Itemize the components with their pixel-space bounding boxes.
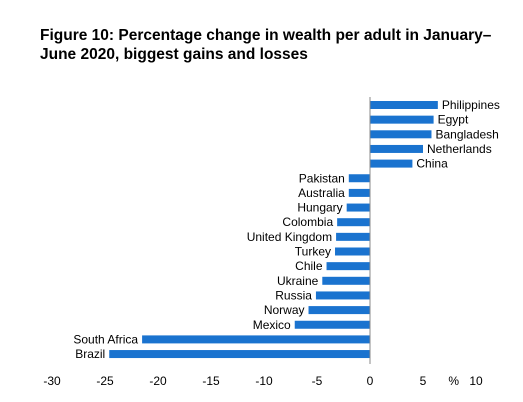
category-label-united-kingdom: United Kingdom — [247, 230, 332, 244]
bar-bangladesh — [370, 130, 432, 139]
x-tick-label: -15 — [202, 374, 220, 388]
x-axis: -30 -25 -20 -15 -10 -5 0 5 10% — [43, 97, 483, 388]
bars-layer — [109, 101, 438, 359]
category-label-netherlands: Netherlands — [427, 142, 492, 156]
bar-ukraine — [322, 276, 370, 285]
x-unit-label: % — [448, 374, 459, 388]
category-label-philippines: Philippines — [442, 98, 500, 112]
category-label-ukraine: Ukraine — [277, 274, 319, 288]
x-tick-label: -20 — [149, 374, 167, 388]
category-label-china: China — [416, 157, 448, 171]
category-label-chile: Chile — [295, 259, 323, 273]
category-label-bangladesh: Bangladesh — [435, 127, 498, 141]
x-tick-label: 0 — [367, 374, 374, 388]
bar-russia — [315, 291, 370, 300]
category-labels-layer: PhilippinesEgyptBangladeshNetherlandsChi… — [73, 98, 500, 361]
category-label-norway: Norway — [264, 303, 305, 317]
category-label-turkey: Turkey — [295, 245, 331, 259]
category-label-egypt: Egypt — [438, 113, 469, 127]
x-tick-label: -5 — [312, 374, 323, 388]
category-label-mexico: Mexico — [253, 318, 291, 332]
category-label-south-africa: South Africa — [73, 332, 138, 346]
x-tick-label: -30 — [43, 374, 61, 388]
bar-turkey — [335, 247, 370, 256]
category-label-pakistan: Pakistan — [299, 171, 345, 185]
bar-egypt — [370, 115, 434, 124]
bar-chile — [326, 262, 370, 271]
bar-brazil — [109, 350, 371, 359]
x-tick-label: -10 — [255, 374, 273, 388]
x-tick-label: 5 — [420, 374, 427, 388]
bar-australia — [348, 188, 370, 197]
bar-philippines — [370, 101, 438, 109]
bar-norway — [308, 306, 370, 315]
category-label-colombia: Colombia — [282, 215, 333, 229]
category-label-russia: Russia — [275, 288, 312, 302]
bar-hungary — [346, 203, 370, 212]
x-tick-label: -25 — [96, 374, 114, 388]
bar-mexico — [294, 320, 370, 329]
category-label-hungary: Hungary — [297, 201, 342, 215]
bar-colombia — [337, 218, 370, 227]
chart-title: Figure 10: Percentage change in wealth p… — [40, 27, 492, 63]
category-label-brazil: Brazil — [75, 347, 105, 361]
bar-pakistan — [348, 174, 370, 183]
bar-china — [370, 159, 413, 168]
bar-south-africa — [142, 335, 370, 344]
x-tick-label: 10 — [469, 374, 483, 388]
category-label-australia: Australia — [298, 186, 345, 200]
bar-united-kingdom — [336, 232, 370, 241]
bar-netherlands — [370, 144, 423, 153]
